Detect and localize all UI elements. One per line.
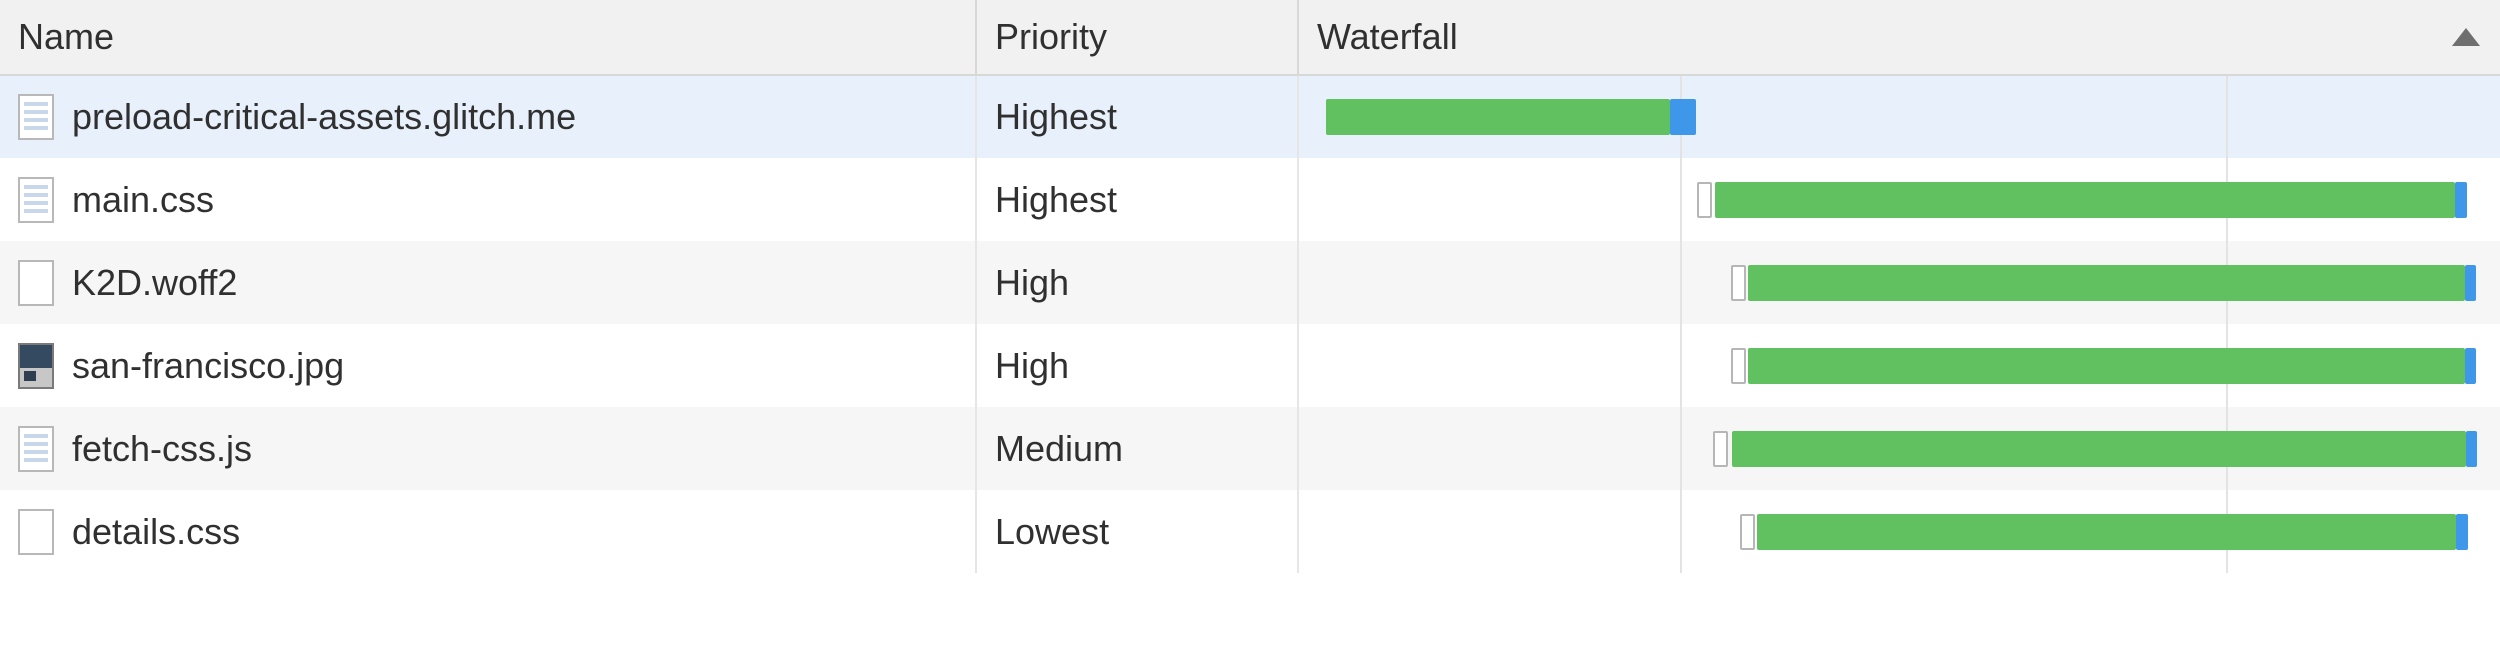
table-header-row: Name Priority Waterfall xyxy=(0,0,2500,75)
waterfall-track xyxy=(1317,257,2482,309)
priority-label: Lowest xyxy=(995,511,1109,552)
priority-label: High xyxy=(995,262,1069,303)
waterfall-bar-download xyxy=(2456,514,2468,550)
document-file-icon xyxy=(18,94,54,140)
cell-waterfall[interactable] xyxy=(1298,75,2500,158)
priority-label: High xyxy=(995,345,1069,386)
table-row[interactable]: main.css Highest xyxy=(0,158,2500,241)
waterfall-bar-wait xyxy=(1732,431,2466,467)
cell-priority[interactable]: High xyxy=(976,241,1298,324)
priority-label: Highest xyxy=(995,179,1117,220)
table-row[interactable]: K2D.woff2 High xyxy=(0,241,2500,324)
document-file-icon xyxy=(18,177,54,223)
cell-name[interactable]: preload-critical-assets.glitch.me xyxy=(0,75,976,158)
column-header-priority-label: Priority xyxy=(995,16,1107,57)
waterfall-bar-wait xyxy=(1757,514,2456,550)
priority-label: Medium xyxy=(995,428,1123,469)
waterfall-track xyxy=(1317,340,2482,392)
cell-name[interactable]: fetch-css.js xyxy=(0,407,976,490)
cell-priority[interactable]: Lowest xyxy=(976,490,1298,573)
request-name-label: main.css xyxy=(72,179,214,221)
request-name-label: preload-critical-assets.glitch.me xyxy=(72,96,576,138)
request-name-label: K2D.woff2 xyxy=(72,262,237,304)
request-name-label: details.css xyxy=(72,511,240,553)
cell-name[interactable]: main.css xyxy=(0,158,976,241)
cell-name[interactable]: san-francisco.jpg xyxy=(0,324,976,407)
waterfall-bar-download xyxy=(2455,182,2467,218)
network-requests-table: Name Priority Waterfall preload-critical… xyxy=(0,0,2500,573)
waterfall-track xyxy=(1317,174,2482,226)
waterfall-bar-download xyxy=(1670,99,1696,135)
cell-priority[interactable]: Medium xyxy=(976,407,1298,490)
waterfall-bar-download xyxy=(2465,348,2477,384)
cell-name[interactable]: details.css xyxy=(0,490,976,573)
cell-priority[interactable]: High xyxy=(976,324,1298,407)
column-header-name-label: Name xyxy=(18,16,114,57)
waterfall-track xyxy=(1317,91,2482,143)
waterfall-bar-wait xyxy=(1748,265,2464,301)
waterfall-track xyxy=(1317,423,2482,475)
waterfall-bar-queue xyxy=(1697,182,1712,218)
waterfall-bar-wait xyxy=(1715,182,2455,218)
request-name-label: san-francisco.jpg xyxy=(72,345,344,387)
table-row[interactable]: san-francisco.jpg High xyxy=(0,324,2500,407)
waterfall-bar-download xyxy=(2465,265,2477,301)
request-name-label: fetch-css.js xyxy=(72,428,252,470)
cell-waterfall[interactable] xyxy=(1298,158,2500,241)
column-header-priority[interactable]: Priority xyxy=(976,0,1298,75)
sort-ascending-icon xyxy=(2452,28,2480,46)
waterfall-bar-download xyxy=(2466,431,2478,467)
image-file-icon xyxy=(18,343,54,389)
waterfall-bar-wait xyxy=(1748,348,2464,384)
cell-waterfall[interactable] xyxy=(1298,407,2500,490)
cell-name[interactable]: K2D.woff2 xyxy=(0,241,976,324)
table-row[interactable]: details.css Lowest xyxy=(0,490,2500,573)
column-header-waterfall-label: Waterfall xyxy=(1317,16,1458,57)
document-file-icon xyxy=(18,509,54,555)
cell-waterfall[interactable] xyxy=(1298,490,2500,573)
priority-label: Highest xyxy=(995,96,1117,137)
document-file-icon xyxy=(18,426,54,472)
waterfall-bar-queue xyxy=(1731,348,1746,384)
cell-waterfall[interactable] xyxy=(1298,324,2500,407)
document-file-icon xyxy=(18,260,54,306)
column-header-waterfall[interactable]: Waterfall xyxy=(1298,0,2500,75)
waterfall-track xyxy=(1317,506,2482,558)
table-row[interactable]: preload-critical-assets.glitch.me Highest xyxy=(0,75,2500,158)
column-header-name[interactable]: Name xyxy=(0,0,976,75)
cell-priority[interactable]: Highest xyxy=(976,75,1298,158)
waterfall-bar-queue xyxy=(1713,431,1728,467)
waterfall-bar-queue xyxy=(1731,265,1746,301)
table-row[interactable]: fetch-css.js Medium xyxy=(0,407,2500,490)
cell-waterfall[interactable] xyxy=(1298,241,2500,324)
cell-priority[interactable]: Highest xyxy=(976,158,1298,241)
waterfall-bar-queue xyxy=(1740,514,1755,550)
waterfall-bar-wait xyxy=(1326,99,1670,135)
